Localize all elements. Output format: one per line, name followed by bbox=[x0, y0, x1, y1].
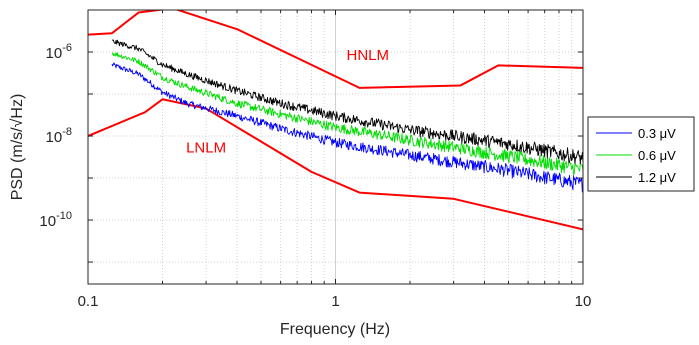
annotations: HNLM LNLM bbox=[186, 47, 389, 157]
legend-box bbox=[587, 116, 695, 192]
legend: 0.3 μV 0.6 μV 1.2 μV bbox=[587, 116, 695, 192]
0-6-v-series-line bbox=[111, 52, 583, 176]
1-2-v-series-line bbox=[111, 39, 583, 165]
grid bbox=[87, 9, 583, 284]
annotation-lnlm: LNLM bbox=[186, 140, 226, 157]
annotation-hnlm: HNLM bbox=[346, 47, 389, 64]
x-axis-label: Frequency (Hz) bbox=[280, 321, 390, 338]
legend-label: 0.3 μV bbox=[638, 126, 676, 141]
x-tick-label: 0.1 bbox=[78, 293, 99, 310]
legend-label: 0.6 μV bbox=[638, 148, 676, 163]
series-layer bbox=[88, 10, 583, 231]
x-tick-label: 1 bbox=[331, 293, 339, 310]
x-tick-label: 10 bbox=[575, 293, 592, 310]
legend-label: 1.2 μV bbox=[638, 170, 676, 185]
hnlm-series-line bbox=[88, 10, 583, 89]
lnlm-series-line bbox=[88, 98, 583, 231]
tick-labels: 0.1 1 10 10-10 10-8 10-6 bbox=[39, 42, 591, 310]
tick-marks bbox=[87, 9, 583, 284]
y-tick-label: 10-10 bbox=[39, 210, 72, 230]
y-tick-label: 10-8 bbox=[46, 126, 72, 146]
y-axis-label: PSD (m/s/√Hz) bbox=[9, 94, 26, 201]
0-3-v-series-line bbox=[111, 62, 583, 193]
y-tick-label: 10-6 bbox=[46, 42, 72, 62]
